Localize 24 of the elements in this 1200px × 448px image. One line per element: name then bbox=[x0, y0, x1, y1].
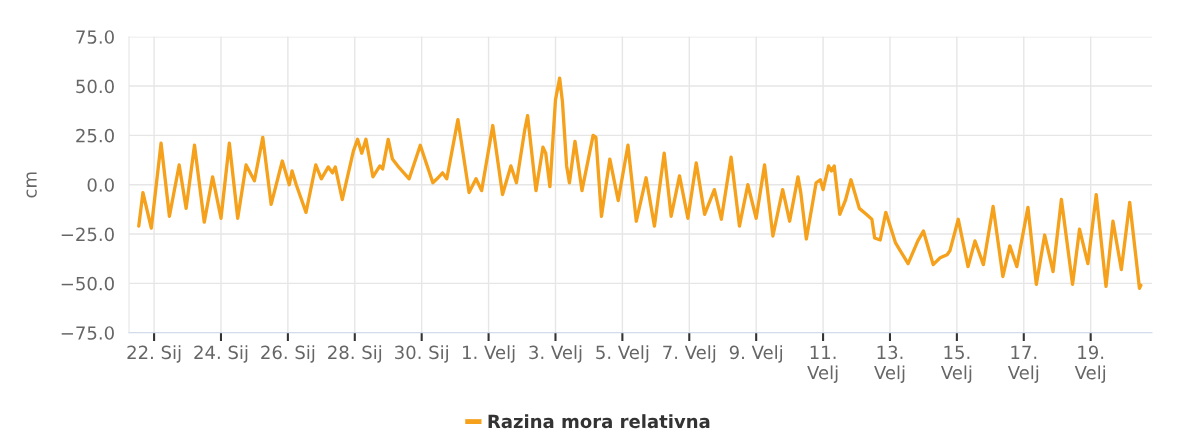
x-tick-label: 11. Velj bbox=[807, 345, 838, 383]
x-tick-label: 1. Velj bbox=[463, 345, 515, 363]
x-tick-label: 13. Velj bbox=[874, 345, 905, 383]
x-tick-label: 22. Sij bbox=[127, 345, 181, 363]
y-tick-label: −50.0 bbox=[61, 276, 114, 291]
y-tick-label: −25.0 bbox=[61, 227, 114, 242]
x-tick-label: 30. Sij bbox=[395, 345, 448, 363]
y-tick-label: 50.0 bbox=[76, 79, 114, 94]
y-tick-label: 0.0 bbox=[87, 178, 114, 192]
y-tick-label: −75.0 bbox=[61, 326, 114, 340]
x-tick-label: 9. Velj bbox=[729, 345, 783, 363]
x-tick-label: 15. Velj bbox=[940, 345, 972, 383]
y-axis-title: cm bbox=[26, 172, 37, 198]
x-tick-label: 3. Velj bbox=[529, 345, 582, 363]
x-tick-label: 7. Velj bbox=[663, 345, 716, 363]
x-tick-label: 17. Velj bbox=[1007, 345, 1039, 383]
x-tick-label: 28. Sij bbox=[328, 345, 382, 363]
x-tick-label: 26. Sij bbox=[261, 345, 315, 363]
y-tick-label: 75.0 bbox=[76, 30, 114, 44]
x-tick-label: 24. Sij bbox=[194, 345, 248, 363]
x-tick-label: 19. Velj bbox=[1074, 345, 1106, 383]
y-tick-label: 25.0 bbox=[76, 128, 114, 143]
x-tick-label: 5. Velj bbox=[596, 345, 649, 363]
legend-label: Razina mora relativna bbox=[488, 414, 710, 429]
